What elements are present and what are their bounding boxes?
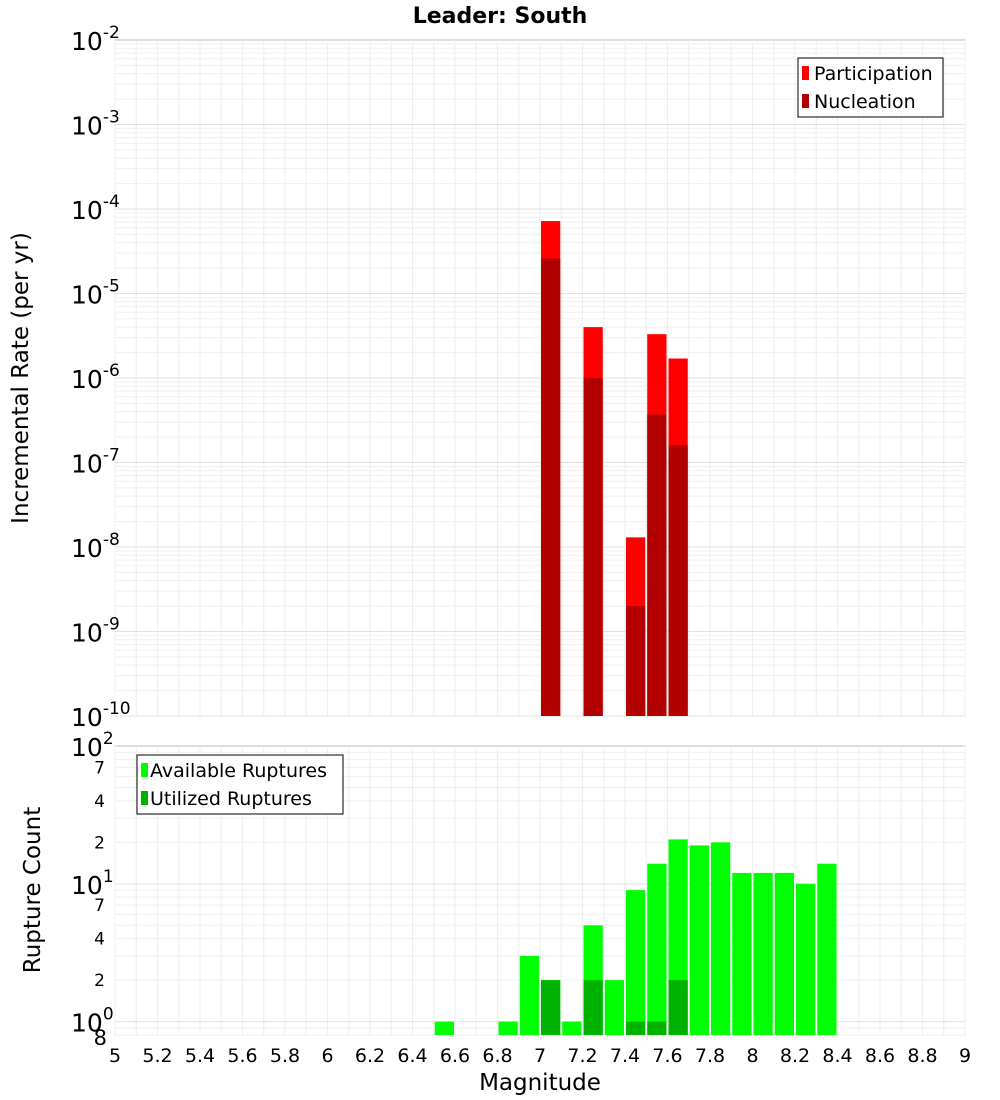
count-bar-available-ruptures xyxy=(774,872,794,1035)
count-bar-available-ruptures xyxy=(519,955,539,1035)
utilized-swatch xyxy=(141,791,148,805)
x-tick-label: 8.8 xyxy=(907,1045,937,1067)
count-bar-available-ruptures xyxy=(732,872,752,1035)
rate-y-tick-label: 10-10 xyxy=(71,699,131,732)
count-bar-available-ruptures xyxy=(647,863,667,1035)
nucleation-legend-label: Nucleation xyxy=(814,91,916,113)
x-tick-label: 7.4 xyxy=(610,1045,640,1067)
count-y-tick-label: 101 xyxy=(71,867,114,900)
count-legend-box xyxy=(136,754,344,815)
count-bar-available-ruptures xyxy=(562,1021,582,1035)
x-tick-label: 9 xyxy=(959,1045,971,1067)
count-bar-utilized-ruptures xyxy=(583,980,603,1035)
count-y-minor-label: 4 xyxy=(94,930,105,950)
x-tick-label: 5.2 xyxy=(142,1045,172,1067)
rate-y-tick-label: 10-2 xyxy=(71,23,120,56)
x-tick-label: 5.4 xyxy=(185,1045,215,1067)
rate-y-tick-label: 10-3 xyxy=(71,108,120,141)
x-tick-label: 5.8 xyxy=(270,1045,300,1067)
rate-bars xyxy=(541,221,688,716)
rate-bar-nucleation xyxy=(541,258,561,716)
count-bar-available-ruptures xyxy=(796,883,816,1035)
count-bar-available-ruptures xyxy=(711,842,731,1035)
count-y-minor-label: 7 xyxy=(94,896,105,916)
x-tick-label: 8.4 xyxy=(822,1045,852,1067)
count-bar-utilized-ruptures xyxy=(626,1021,646,1035)
count-y-tick-label: 100 xyxy=(71,1005,114,1038)
count-y-minor-label: 2 xyxy=(94,833,105,853)
rate-y-tick-label: 10-8 xyxy=(71,530,120,563)
rate-y-tick-label: 10-4 xyxy=(71,192,120,225)
count-y-minor-label: 8 xyxy=(94,1026,107,1050)
count-y-minor-label: 4 xyxy=(94,792,105,812)
count-bar-utilized-ruptures xyxy=(668,980,688,1035)
rate-bar-nucleation xyxy=(583,378,603,716)
count-y-minor-label: 7 xyxy=(94,758,105,778)
rate-legend: Participation Nucleation xyxy=(797,57,944,118)
count-panel: 8 2 4 7 2 4 7 100 101 102 5 5.2 5.4 5.6 5.8 6 6.2 6.4 6.6… xyxy=(20,729,971,1096)
x-tick-label: 5 xyxy=(109,1045,121,1067)
count-bars xyxy=(434,839,837,1035)
count-y-minor-label: 2 xyxy=(94,971,105,991)
participation-swatch xyxy=(802,66,809,80)
x-tick-label: 8 xyxy=(746,1045,758,1067)
count-bar-available-ruptures xyxy=(434,1021,454,1035)
participation-legend-label: Participation xyxy=(814,63,933,85)
x-tick-label: 7 xyxy=(534,1045,546,1067)
count-y-axis-label: Rupture Count xyxy=(20,807,46,973)
available-swatch xyxy=(141,763,148,777)
x-tick-label: 7.6 xyxy=(652,1045,682,1067)
rate-y-tick-label: 10-7 xyxy=(71,446,120,479)
x-tick-label: 5.6 xyxy=(227,1045,257,1067)
rate-y-axis-label: Incremental Rate (per yr) xyxy=(8,232,34,524)
rate-y-tick-labels: 10-10 10-9 10-8 10-7 10-6 10-5 10-4 10-3 10-2 xyxy=(71,23,131,732)
x-tick-label: 7.2 xyxy=(567,1045,597,1067)
count-bar-available-ruptures xyxy=(626,890,646,1035)
count-bar-available-ruptures xyxy=(604,980,624,1035)
nucleation-swatch xyxy=(802,94,809,108)
rate-panel: 10-10 10-9 10-8 10-7 10-6 10-5 10-4 10-3 10-2 Le… xyxy=(8,4,966,732)
rate-bar-nucleation xyxy=(626,606,646,716)
rate-y-tick-label: 10-9 xyxy=(71,615,120,648)
x-axis-label: Magnitude xyxy=(479,1070,601,1096)
count-y-tick-labels: 8 2 4 7 2 4 7 100 101 102 xyxy=(71,729,114,1050)
rate-y-tick-label: 10-6 xyxy=(71,361,120,394)
rate-legend-box xyxy=(797,57,944,118)
x-tick-label: 8.6 xyxy=(865,1045,895,1067)
count-bar-available-ruptures xyxy=(689,845,709,1035)
utilized-legend-label: Utilized Ruptures xyxy=(150,788,312,810)
x-tick-label: 7.8 xyxy=(695,1045,725,1067)
rate-gridlines xyxy=(114,40,966,717)
x-tick-label: 6.6 xyxy=(440,1045,470,1067)
rate-bar-nucleation xyxy=(647,414,667,716)
available-legend-label: Available Ruptures xyxy=(150,760,327,782)
x-tick-label: 6 xyxy=(321,1045,333,1067)
x-tick-label: 6.2 xyxy=(355,1045,385,1067)
chart-title: Leader: South xyxy=(413,4,588,29)
rate-bar-nucleation xyxy=(668,445,688,716)
count-y-tick-label: 102 xyxy=(71,729,114,762)
count-bar-available-ruptures xyxy=(498,1021,518,1035)
count-bar-available-ruptures xyxy=(817,863,837,1035)
x-tick-label: 6.8 xyxy=(482,1045,512,1067)
count-bar-available-ruptures xyxy=(753,872,773,1035)
rate-y-tick-label: 10-5 xyxy=(71,277,120,310)
count-bar-utilized-ruptures xyxy=(647,1021,667,1035)
count-legend: Available Ruptures Utilized Ruptures xyxy=(136,754,344,815)
count-bar-utilized-ruptures xyxy=(541,980,561,1035)
x-tick-label: 8.2 xyxy=(780,1045,810,1067)
x-tick-label: 6.4 xyxy=(397,1045,427,1067)
x-tick-labels: 5 5.2 5.4 5.6 5.8 6 6.2 6.4 6.6 6.8 7 7.2 7.4 7.6 7.8 8… xyxy=(109,1045,971,1067)
